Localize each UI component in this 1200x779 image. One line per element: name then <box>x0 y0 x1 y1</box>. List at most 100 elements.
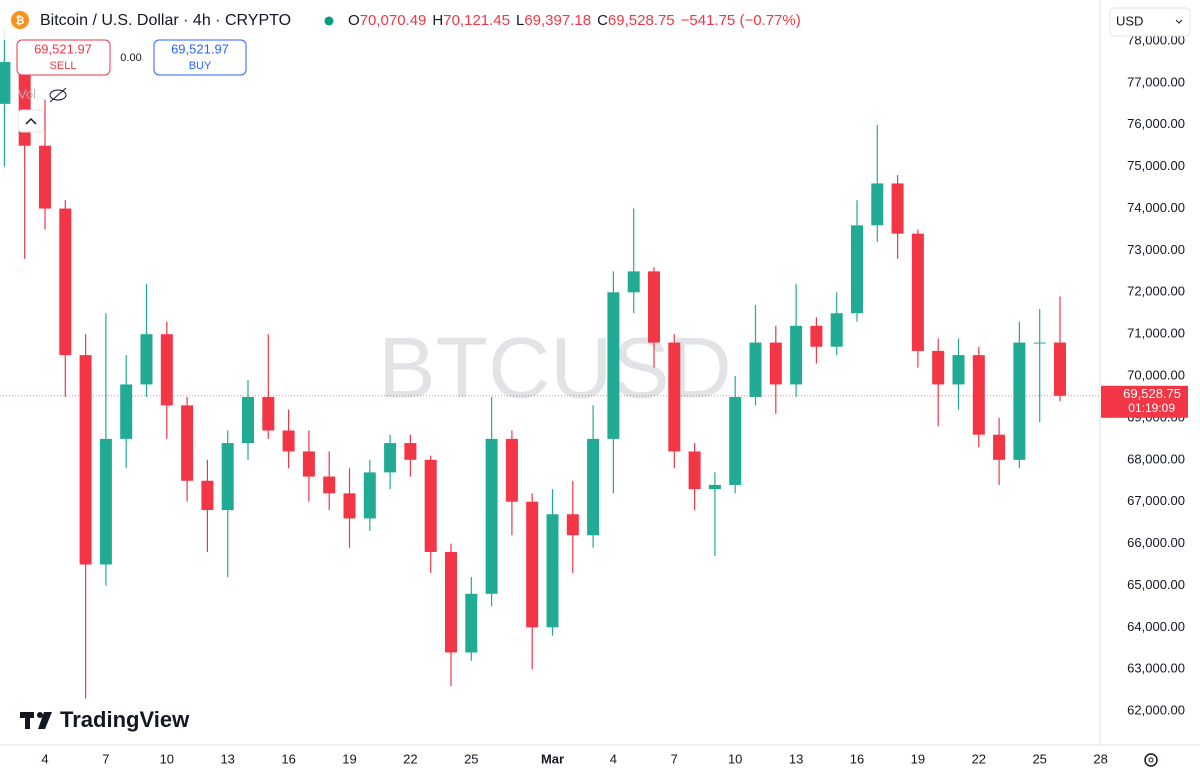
y-tick-label: 74,000.00 <box>1127 200 1185 215</box>
x-tick-label: 7 <box>102 751 109 766</box>
x-tick-label: 22 <box>972 751 986 766</box>
candle-body <box>911 233 924 351</box>
candle-body <box>282 430 295 452</box>
buy-price: 69,521.97 <box>171 41 229 56</box>
candle-body <box>262 396 275 431</box>
candle-body <box>0 61 11 104</box>
candle-body <box>242 396 254 444</box>
candle-body <box>384 443 397 473</box>
sell-button[interactable] <box>16 39 111 76</box>
collapse-button[interactable] <box>17 109 45 133</box>
logo: TradingView <box>60 707 190 732</box>
candle-body <box>120 384 133 439</box>
candle-body <box>221 443 234 511</box>
candle-body <box>830 313 843 347</box>
coin-icon <box>11 11 29 29</box>
y-tick-label: 70,000.00 <box>1127 367 1185 382</box>
ohlc-key: C <box>597 12 608 29</box>
candle-body <box>1033 342 1046 344</box>
candle-body <box>648 271 660 343</box>
logo-mark <box>20 712 52 729</box>
currency: USD <box>1116 13 1143 28</box>
settings-icon[interactable] <box>1144 753 1158 767</box>
candle-body <box>769 342 782 385</box>
x-tick-label: 19 <box>911 751 925 766</box>
x-tick-label: 13 <box>789 751 803 766</box>
x-tick-label: Mar <box>541 751 564 766</box>
y-tick-label: 65,000.00 <box>1127 577 1185 592</box>
symbol-title[interactable]: Bitcoin / U.S. Dollar · 4h · CRYPTO <box>40 12 291 29</box>
ohlc-value: 69,528.75 <box>608 12 675 29</box>
buy-button[interactable] <box>153 39 247 76</box>
candle-body <box>627 271 640 293</box>
candle-body <box>688 451 701 490</box>
candle-body <box>99 438 112 565</box>
y-tick-label: 67,000.00 <box>1127 493 1185 508</box>
header-bg <box>0 0 1095 40</box>
candle-body <box>343 493 356 519</box>
y-tick-label: 71,000.00 <box>1127 326 1185 341</box>
candle-body <box>465 593 478 653</box>
y-tick-label: 77,000.00 <box>1127 74 1185 89</box>
candle-body <box>1054 342 1066 396</box>
candles <box>0 28 1100 699</box>
candle-body <box>708 484 721 490</box>
dropdown-arrow <box>1175 19 1183 24</box>
coin-glyph: ₿ <box>16 15 25 27</box>
candle-body <box>993 434 1006 460</box>
candle-body <box>668 342 681 452</box>
candle-body <box>607 292 620 439</box>
x-tick-label: 7 <box>671 751 678 766</box>
candle-body <box>424 459 437 552</box>
last-price-tag <box>1101 385 1188 418</box>
candle-body <box>59 208 72 356</box>
candle-body <box>810 325 823 347</box>
spread: 0.00 <box>120 52 141 64</box>
y-tick-label: 66,000.00 <box>1127 535 1185 550</box>
x-tick-label: 4 <box>41 751 48 766</box>
hide-icon[interactable] <box>49 87 67 103</box>
candle-body <box>302 451 315 477</box>
x-tick-label: 22 <box>403 751 417 766</box>
candle-body <box>526 501 539 628</box>
candle-body <box>932 350 945 385</box>
x-tick-label: 16 <box>281 751 295 766</box>
ohlc-value: 70,121.45 <box>443 12 510 29</box>
x-tick-label: 25 <box>464 751 478 766</box>
y-tick-label: 75,000.00 <box>1127 158 1185 173</box>
x-tick-label: 13 <box>220 751 234 766</box>
x-tick-label: 10 <box>728 751 742 766</box>
x-tick-label: 19 <box>342 751 356 766</box>
collapse-icon <box>25 117 37 125</box>
x-tick-label: 28 <box>1093 751 1107 766</box>
candle-body <box>851 225 863 314</box>
y-tick-label: 73,000.00 <box>1127 242 1185 257</box>
countdown: 01:19:09 <box>1128 401 1175 415</box>
y-tick-label: 72,000.00 <box>1127 284 1185 299</box>
y-tick-label: 68,000.00 <box>1127 451 1185 466</box>
candle-body <box>363 472 376 519</box>
candle-body <box>323 476 336 494</box>
ohlc-legend: O70,070.49 H70,121.45 L69,397.18 C69,528.75… <box>348 12 801 29</box>
candle-body <box>505 438 518 502</box>
currency-select[interactable] <box>1109 7 1191 37</box>
candle-body <box>445 551 457 653</box>
candle-body <box>39 145 51 209</box>
market-status <box>324 16 334 26</box>
ohlc-key: O <box>348 12 360 29</box>
candle-body <box>485 438 498 594</box>
ohlc-value: 70,070.49 <box>360 12 427 29</box>
candle-body <box>160 334 173 406</box>
ohlc-key: L <box>516 12 524 29</box>
candle-body <box>952 355 965 385</box>
candle-body <box>972 355 985 435</box>
candle-body <box>201 480 214 511</box>
x-tick-label: 16 <box>850 751 864 766</box>
y-tick-label: 63,000.00 <box>1127 661 1185 676</box>
candle-body <box>871 183 884 226</box>
change: −541.75 (−0.77%) <box>681 12 801 29</box>
candle-body <box>891 183 904 234</box>
ohlc-value: 69,397.18 <box>524 12 591 29</box>
